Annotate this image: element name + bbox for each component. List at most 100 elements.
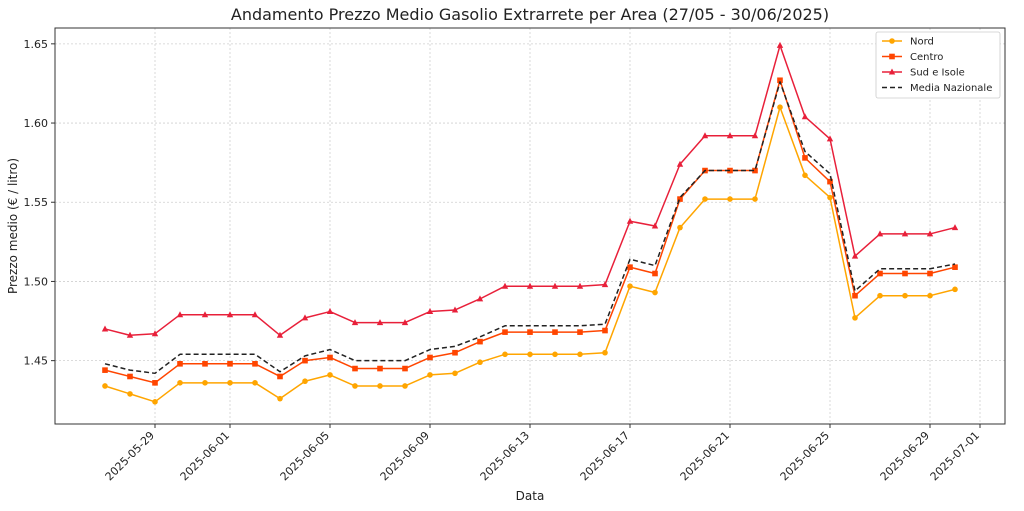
data-point <box>452 370 458 377</box>
data-point <box>152 380 158 386</box>
legend-item: Media Nazionale <box>882 83 992 94</box>
data-point <box>577 351 583 358</box>
data-point <box>227 380 233 386</box>
data-point <box>852 292 858 299</box>
data-point <box>602 327 608 334</box>
data-point <box>927 292 933 299</box>
data-point <box>727 196 733 202</box>
data-point <box>201 311 209 318</box>
data-point <box>151 330 159 337</box>
x-tick-label: 2025-06-01 <box>178 429 232 483</box>
data-point <box>376 319 384 326</box>
data-point <box>577 329 583 335</box>
data-point <box>902 270 908 277</box>
data-point <box>652 289 658 296</box>
data-point <box>602 349 608 356</box>
data-point <box>377 383 383 389</box>
data-point <box>351 319 359 326</box>
data-point <box>452 349 458 356</box>
series-layer <box>101 41 959 405</box>
data-point <box>177 380 183 386</box>
data-point <box>402 383 408 389</box>
x-tick-label: 2025-06-09 <box>378 429 432 483</box>
data-point <box>777 77 783 84</box>
series-line <box>104 81 956 375</box>
data-point <box>226 311 234 318</box>
data-point <box>876 230 884 237</box>
x-tick-label: 2025-06-13 <box>478 429 532 483</box>
data-point <box>751 132 759 139</box>
data-point <box>402 365 408 372</box>
data-point <box>877 292 883 299</box>
legend: Nord Centro Sud e Isole Media Nazionale <box>875 31 1001 99</box>
data-point <box>401 319 409 326</box>
data-point <box>276 331 284 338</box>
data-point <box>327 354 333 361</box>
data-point <box>301 314 309 321</box>
data-point <box>127 391 133 397</box>
data-point <box>827 194 833 201</box>
data-point <box>702 196 708 202</box>
x-tick-label: 2025-06-25 <box>778 429 832 483</box>
legend-item: Centro <box>882 52 943 63</box>
data-point <box>251 311 259 318</box>
data-point <box>451 306 459 313</box>
data-point <box>827 178 833 185</box>
data-point <box>277 395 283 402</box>
data-point <box>477 338 483 345</box>
x-axis: 2025-05-29 2025-06-01 2025-06-05 2025-06-09… <box>103 424 982 483</box>
legend-label: Sud e Isole <box>910 68 965 79</box>
data-point <box>651 222 659 229</box>
data-point <box>852 315 858 321</box>
grid <box>55 28 1005 424</box>
data-point <box>626 217 634 224</box>
data-point <box>576 282 584 289</box>
data-point <box>302 378 308 385</box>
data-point <box>926 230 934 237</box>
data-point <box>901 230 909 237</box>
data-point <box>677 224 683 231</box>
data-point <box>202 361 208 367</box>
series-sud-e-isole <box>101 41 959 338</box>
data-point <box>501 282 509 289</box>
data-point <box>888 68 896 75</box>
y-tick-label: 1.45 <box>24 355 49 368</box>
data-point <box>252 380 258 386</box>
y-tick-label: 1.60 <box>24 117 49 130</box>
data-point <box>102 367 108 373</box>
data-point <box>327 372 333 378</box>
data-point <box>677 196 683 202</box>
data-point <box>177 361 183 367</box>
data-point <box>776 41 784 48</box>
x-tick-label: 2025-05-29 <box>103 429 157 483</box>
data-point <box>427 354 433 361</box>
data-point <box>952 286 958 293</box>
x-tick-label: 2025-06-21 <box>678 429 732 483</box>
data-point <box>527 329 533 335</box>
x-tick-label: 2025-06-29 <box>878 429 932 483</box>
data-point <box>202 380 208 386</box>
data-point <box>752 167 758 174</box>
data-point <box>176 311 184 318</box>
legend-item: Nord <box>882 37 934 48</box>
data-point <box>601 281 609 288</box>
data-point <box>477 359 483 366</box>
data-point <box>102 383 108 389</box>
data-point <box>352 383 358 389</box>
x-tick-label: 2025-06-05 <box>278 429 332 483</box>
data-point <box>627 283 633 289</box>
x-tick-label: 2025-06-17 <box>578 429 632 483</box>
data-point <box>552 351 558 358</box>
data-point <box>127 373 133 380</box>
data-point <box>951 224 959 231</box>
data-point <box>152 399 158 405</box>
chart-title: Andamento Prezzo Medio Gasolio Extrarret… <box>231 5 829 24</box>
data-point <box>551 282 559 289</box>
data-point <box>502 351 508 358</box>
data-point <box>777 104 783 110</box>
data-point <box>227 361 233 367</box>
data-point <box>889 38 895 44</box>
legend-label: Centro <box>910 52 943 63</box>
data-point <box>701 132 709 139</box>
y-tick-label: 1.50 <box>24 275 49 288</box>
